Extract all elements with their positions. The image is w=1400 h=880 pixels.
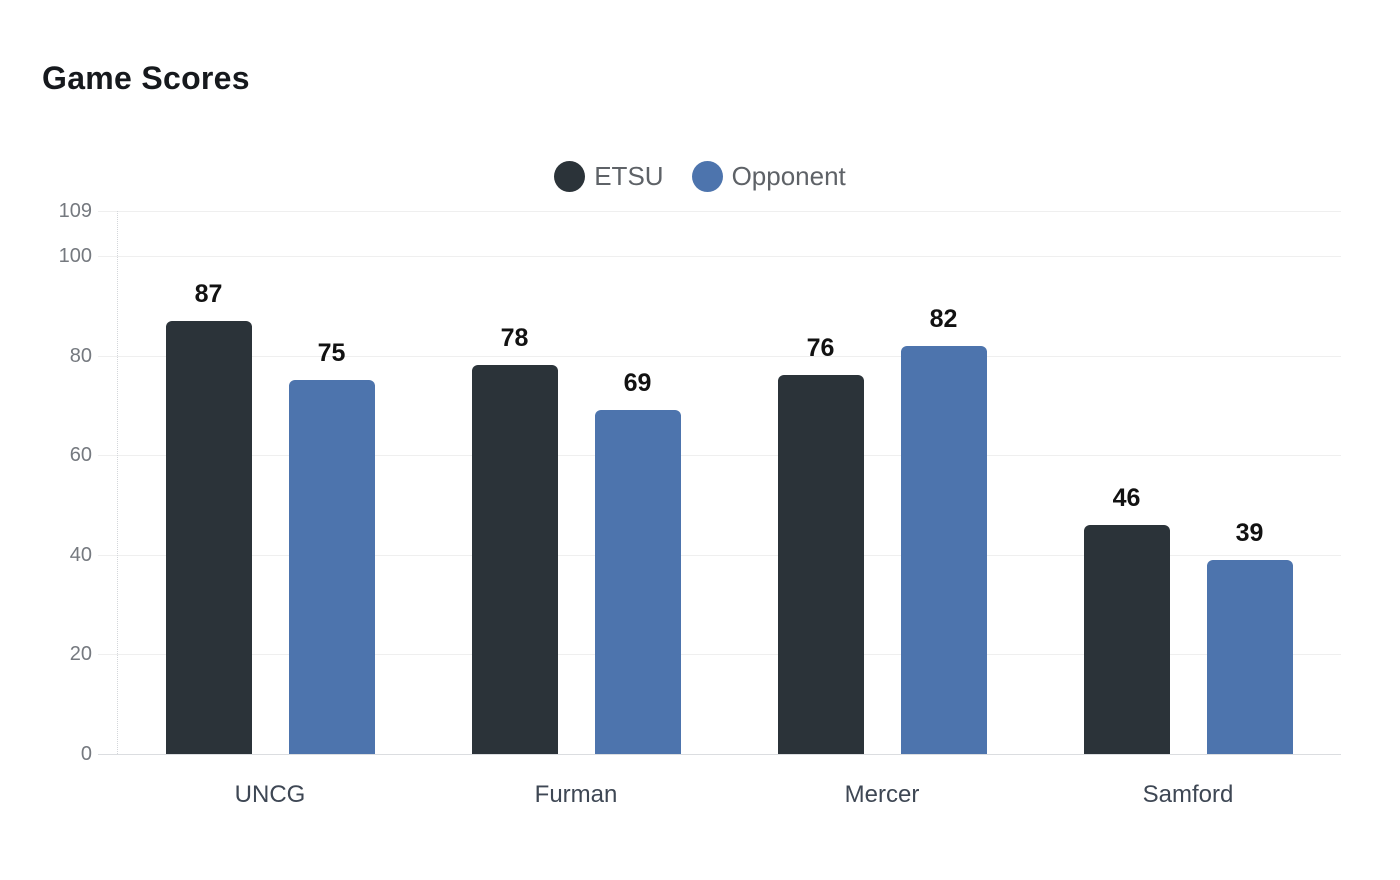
y-tick-label-0: 0 [80,743,92,765]
gridline-y-80 [98,355,1341,357]
bar-opponent-mercer[interactable] [900,345,987,754]
bar-etsu-samford[interactable] [1083,524,1170,754]
gridline-y-60 [98,455,1341,457]
bar-value-etsu-mercer: 76 [806,334,835,363]
bar-value-opponent-furman: 69 [623,369,652,398]
x-axis-label-furman: Furman [534,781,618,808]
bar-value-etsu-uncg: 87 [194,279,223,308]
gridline-y-0 [98,754,1341,755]
y-axis-line [117,211,118,754]
bar-opponent-samford[interactable] [1206,559,1293,754]
y-tick-label-60: 60 [69,444,92,467]
bar-etsu-mercer[interactable] [777,375,864,754]
gridline-y-100 [98,255,1341,257]
x-axis-label-samford: Samford [1142,781,1234,808]
legend-swatch-circle-icon [691,161,723,192]
y-tick-label-80: 80 [69,344,92,367]
legend-swatch-circle-icon [554,161,586,192]
legend-label: Opponent [731,161,846,191]
bar-value-opponent-mercer: 82 [929,304,958,333]
y-tick-label-40: 40 [69,543,92,566]
gridline-y-20 [98,654,1341,656]
bar-etsu-furman[interactable] [471,365,558,754]
chart-legend: ETSU Opponent [0,161,1400,192]
y-tick-label-100: 100 [58,244,92,267]
bar-opponent-uncg[interactable] [288,380,375,754]
x-axis-label-mercer: Mercer [844,781,920,808]
legend-label: ETSU [594,161,664,191]
chart-title: Game Scores [42,60,250,96]
legend-item-opponent[interactable]: Opponent [691,161,846,192]
bar-value-opponent-samford: 39 [1235,518,1264,547]
bar-etsu-uncg[interactable] [165,320,252,754]
bar-opponent-furman[interactable] [594,410,681,754]
gridline-y-40 [98,554,1341,556]
bar-value-etsu-furman: 78 [500,324,529,353]
y-tick-label-109: 109 [58,200,92,222]
gridline-y-109 [98,211,1341,212]
bar-value-etsu-samford: 46 [1112,483,1141,512]
x-axis-label-uncg: UNCG [234,781,306,808]
y-tick-label-20: 20 [69,643,92,666]
legend-item-etsu[interactable]: ETSU [554,161,664,192]
bar-value-opponent-uncg: 75 [317,339,346,368]
